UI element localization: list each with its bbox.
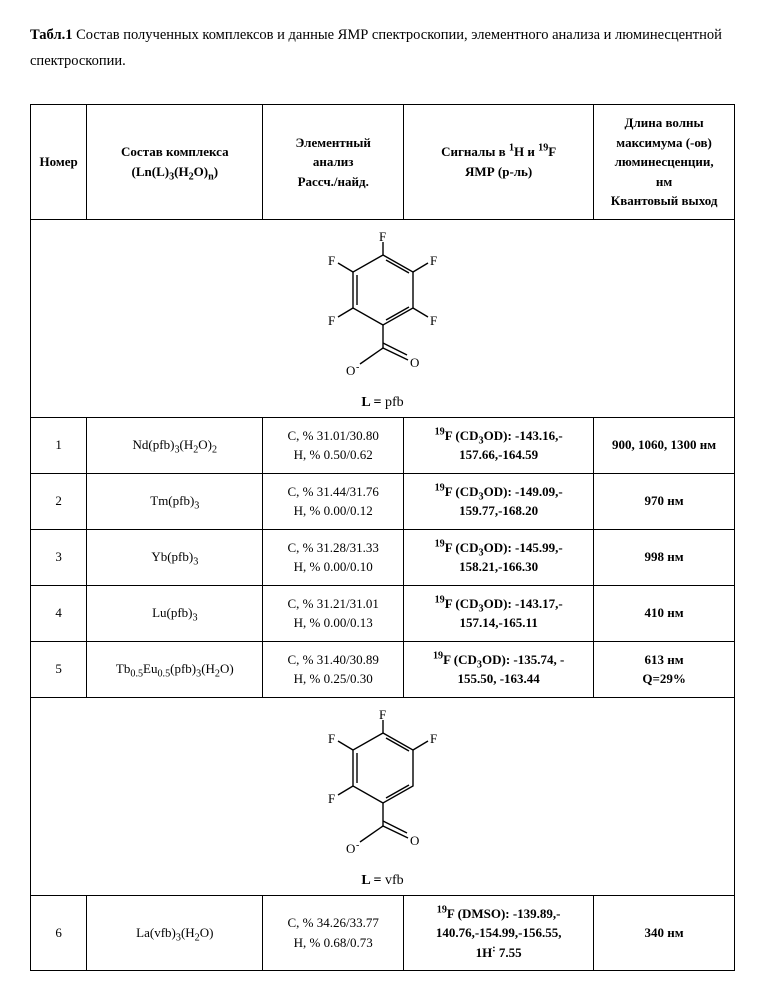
table-row: 2 Tm(pfb)3 C, % 31.44/31.76H, % 0.00/0.1… <box>31 473 735 529</box>
svg-text:F: F <box>430 731 437 746</box>
table-row: 5 Tb0.5Eu0.5(pfb)3(H2O) C, % 31.40/30.89… <box>31 641 735 697</box>
col-luminescence: Длина волны максимума (-ов) люминесценци… <box>594 105 735 220</box>
svg-text:F: F <box>328 253 335 268</box>
svg-text:F: F <box>328 313 335 328</box>
table-caption: Табл.1 Состав полученных комплексов и да… <box>30 22 735 74</box>
data-table: Номер Состав комплекса (Ln(L)3(H2O)n) Эл… <box>30 104 735 971</box>
svg-text:F: F <box>328 791 335 806</box>
svg-text:O: O <box>410 355 419 370</box>
structure-pfb-label: L = pfb <box>361 392 403 413</box>
molecule-pfb-icon: F F F F F O O - <box>288 230 478 390</box>
col-nmr: Сигналы в 1H и 19F ЯМР (р-ль) <box>404 105 594 220</box>
svg-text:O: O <box>346 363 355 378</box>
table-row: 4 Lu(pfb)3 C, % 31.21/31.01H, % 0.00/0.1… <box>31 585 735 641</box>
structure-row-pfb: F F F F F O O - L = pfb <box>31 219 735 417</box>
svg-text:F: F <box>430 313 437 328</box>
col-number: Номер <box>31 105 87 220</box>
svg-text:F: F <box>328 731 335 746</box>
svg-text:O: O <box>346 841 355 856</box>
structure-vfb-label: L = vfb <box>361 870 403 891</box>
table-row: 6 La(vfb)3(H2O) C, % 34.26/33.77H, % 0.6… <box>31 895 735 971</box>
structure-vfb: F F F F O O - L = vfb <box>31 708 734 891</box>
caption-rest: Состав полученных комплексов и данные ЯМ… <box>30 27 722 69</box>
structure-pfb: F F F F F O O - L = pfb <box>31 230 734 413</box>
col-composition: Состав комплекса (Ln(L)3(H2O)n) <box>87 105 263 220</box>
svg-text:F: F <box>379 708 386 722</box>
table-row: 3 Yb(pfb)3 C, % 31.28/31.33H, % 0.00/0.1… <box>31 529 735 585</box>
structure-row-vfb: F F F F O O - L = vfb <box>31 697 735 895</box>
molecule-vfb-icon: F F F F O O - <box>288 708 478 868</box>
svg-text:O: O <box>410 833 419 848</box>
svg-text:F: F <box>379 230 386 244</box>
svg-text:F: F <box>430 253 437 268</box>
table-row: 1 Nd(pfb)3(H2O)2 C, % 31.01/30.80H, % 0.… <box>31 417 735 473</box>
col-analysis: Элементный анализ Рассч./найд. <box>263 105 404 220</box>
svg-text:-: - <box>356 362 359 373</box>
svg-text:-: - <box>356 840 359 851</box>
caption-lead: Табл.1 <box>30 27 72 43</box>
table-header-row: Номер Состав комплекса (Ln(L)3(H2O)n) Эл… <box>31 105 735 220</box>
